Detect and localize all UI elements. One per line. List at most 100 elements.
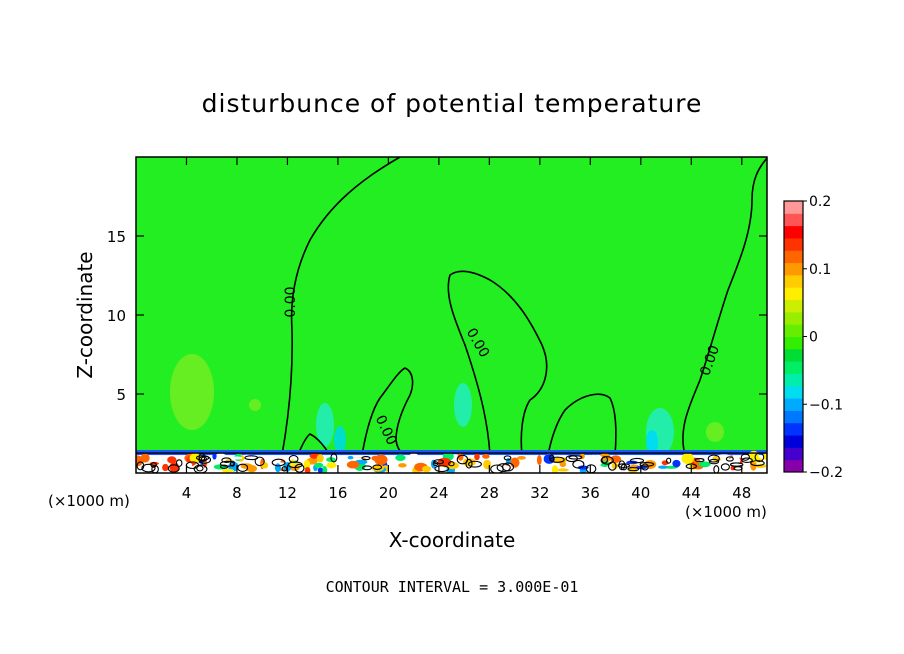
patch-cool-mid [316, 403, 334, 447]
x-tick-label: 40 [631, 484, 650, 502]
ground-patch [162, 463, 169, 472]
ground-contour [629, 457, 645, 464]
ground-patch [167, 456, 177, 464]
ground-patch [371, 455, 378, 461]
ground-contour [294, 463, 305, 473]
x-unit-label: (×1000 m) [48, 492, 130, 510]
ground-contour [433, 459, 445, 465]
colorbar-swatch [784, 459, 803, 473]
contour-line-5 [547, 393, 617, 456]
colorbar-swatch [784, 373, 803, 387]
contour-line-3 [361, 367, 414, 456]
contour-line-6 [682, 157, 767, 456]
ground-patch [474, 453, 480, 461]
x-tick-label: 20 [379, 484, 398, 502]
ground-contour [639, 461, 655, 467]
ground-patch [577, 465, 589, 470]
ground-contour [741, 457, 753, 463]
ground-contour [750, 460, 765, 467]
contour-line-2 [297, 433, 331, 456]
ground-contour [200, 456, 208, 462]
ground-patch [274, 463, 281, 473]
ground-contour [219, 464, 229, 469]
ground-patch [698, 461, 711, 468]
ground-patch [214, 453, 227, 463]
ground-patch [314, 462, 324, 468]
ground-contour [627, 467, 640, 472]
ground-patch [169, 462, 179, 473]
colorbar-swatch [784, 201, 803, 214]
contour-label: 0.00 [283, 286, 299, 317]
ground-contour [237, 463, 249, 472]
ground-contour [330, 453, 338, 463]
ground-contour [641, 463, 649, 471]
ground-contour [167, 464, 180, 473]
ground-contour [601, 456, 609, 464]
ground-contour [549, 456, 565, 463]
colorbar-swatch [784, 213, 803, 227]
x-tick-label: 24 [429, 484, 448, 502]
chart-title: disturbunce of potential temperature [202, 89, 703, 118]
colorbar-swatch [784, 348, 803, 362]
y-tick-label: 5 [116, 386, 126, 404]
colorbar-swatch [784, 262, 803, 276]
contour-line-1 [281, 157, 401, 456]
colorbar-tick-label: 0.2 [809, 194, 831, 210]
ground-contour [271, 458, 286, 467]
ground-contour [198, 455, 212, 464]
ground-patch [321, 466, 328, 473]
colorbar-swatch [784, 361, 803, 374]
x-axis: 4 8 12 16 20 24 28 32 36 40 44 48 [182, 157, 751, 502]
ground-patch [742, 465, 749, 471]
ground-patch [316, 454, 324, 463]
ground-contour [572, 459, 585, 469]
ground-contour [665, 457, 672, 464]
ground-patch [658, 465, 669, 469]
field-patches [170, 354, 724, 456]
ground-contour [467, 460, 482, 468]
ground-contour [281, 466, 288, 472]
ground-contour [434, 465, 450, 473]
colorbar-swatch [784, 398, 803, 411]
x-tick-label: 48 [732, 484, 751, 502]
y-tick-label: 10 [107, 307, 126, 325]
colorbar-swatch [784, 385, 803, 399]
y-tick-label: 15 [107, 228, 126, 246]
ground-turbulence-layer [136, 450, 767, 473]
colorbar-swatch [784, 299, 803, 313]
ground-contour [361, 456, 371, 461]
x-unit-label-right: (×1000 m) [685, 503, 767, 521]
ground-patch [246, 464, 258, 473]
ground-contour [620, 463, 628, 471]
ground-patch [409, 453, 419, 462]
patch-warm-left-small [249, 399, 261, 411]
ground-patch [559, 461, 567, 468]
ground-contour [725, 456, 734, 462]
ground-contour [372, 464, 383, 470]
x-tick-label: 4 [182, 484, 192, 502]
colorbar-swatch [784, 447, 803, 461]
ground-patch [589, 454, 598, 466]
ground-patch [398, 463, 407, 468]
ground-contour [196, 465, 204, 472]
patch-warm-46 [706, 422, 724, 442]
ground-patch [231, 456, 243, 460]
patch-warm-left [170, 354, 214, 430]
colorbar-swatch [784, 225, 803, 239]
contour-lines [281, 157, 767, 456]
ground-patch [457, 452, 464, 461]
ground-contour [254, 456, 265, 467]
ground-contour [720, 463, 730, 471]
x-tick-label: 28 [480, 484, 499, 502]
ground-contour [713, 465, 720, 473]
ground-contour [362, 465, 373, 471]
ground-patch [510, 457, 520, 468]
ground-patch [374, 454, 388, 466]
y-axis: 5 10 15 [107, 228, 767, 404]
colorbar-swatch [784, 324, 803, 337]
ground-patch [189, 453, 202, 464]
x-tick-label: 36 [581, 484, 600, 502]
colorbar-swatch [784, 311, 803, 325]
ground-contour [568, 455, 583, 460]
